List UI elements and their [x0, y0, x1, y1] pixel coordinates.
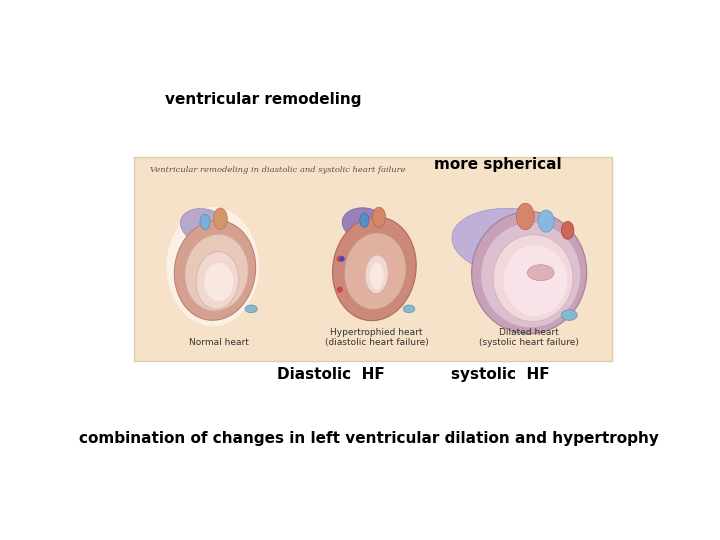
- Ellipse shape: [181, 208, 230, 245]
- Text: ventricular remodeling: ventricular remodeling: [165, 92, 361, 107]
- Ellipse shape: [370, 262, 384, 289]
- Text: Dilated heart
(systolic heart failure): Dilated heart (systolic heart failure): [480, 328, 579, 347]
- Ellipse shape: [528, 265, 554, 281]
- Ellipse shape: [493, 235, 573, 321]
- Ellipse shape: [245, 305, 257, 313]
- Circle shape: [337, 256, 343, 262]
- FancyBboxPatch shape: [134, 157, 611, 361]
- Ellipse shape: [342, 208, 388, 241]
- Ellipse shape: [472, 212, 587, 334]
- Text: systolic  HF: systolic HF: [451, 367, 549, 382]
- Ellipse shape: [503, 245, 567, 316]
- Circle shape: [339, 256, 345, 261]
- Ellipse shape: [562, 221, 574, 239]
- Ellipse shape: [516, 203, 534, 230]
- Ellipse shape: [196, 252, 238, 309]
- Ellipse shape: [174, 220, 256, 320]
- Ellipse shape: [185, 234, 248, 311]
- Ellipse shape: [213, 208, 228, 230]
- Ellipse shape: [360, 213, 369, 227]
- Ellipse shape: [344, 233, 406, 309]
- Text: combination of changes in left ventricular dilation and hypertrophy: combination of changes in left ventricul…: [79, 431, 659, 445]
- Text: Hypertrophied heart
(diastolic heart failure): Hypertrophied heart (diastolic heart fai…: [325, 328, 428, 347]
- Ellipse shape: [200, 214, 210, 230]
- Ellipse shape: [365, 255, 388, 293]
- Ellipse shape: [403, 305, 415, 313]
- Ellipse shape: [372, 207, 385, 227]
- Ellipse shape: [561, 310, 577, 320]
- Ellipse shape: [489, 225, 577, 282]
- Ellipse shape: [452, 208, 575, 275]
- Ellipse shape: [481, 223, 580, 327]
- Ellipse shape: [204, 262, 233, 301]
- Ellipse shape: [538, 210, 554, 232]
- Ellipse shape: [166, 207, 259, 326]
- Text: Diastolic  HF: Diastolic HF: [276, 367, 384, 382]
- Circle shape: [337, 287, 343, 293]
- Ellipse shape: [333, 217, 416, 321]
- Text: Ventricular remodeling in diastolic and systolic heart failure: Ventricular remodeling in diastolic and …: [150, 166, 405, 174]
- Text: more spherical: more spherical: [434, 157, 562, 172]
- Text: Normal heart: Normal heart: [189, 339, 249, 347]
